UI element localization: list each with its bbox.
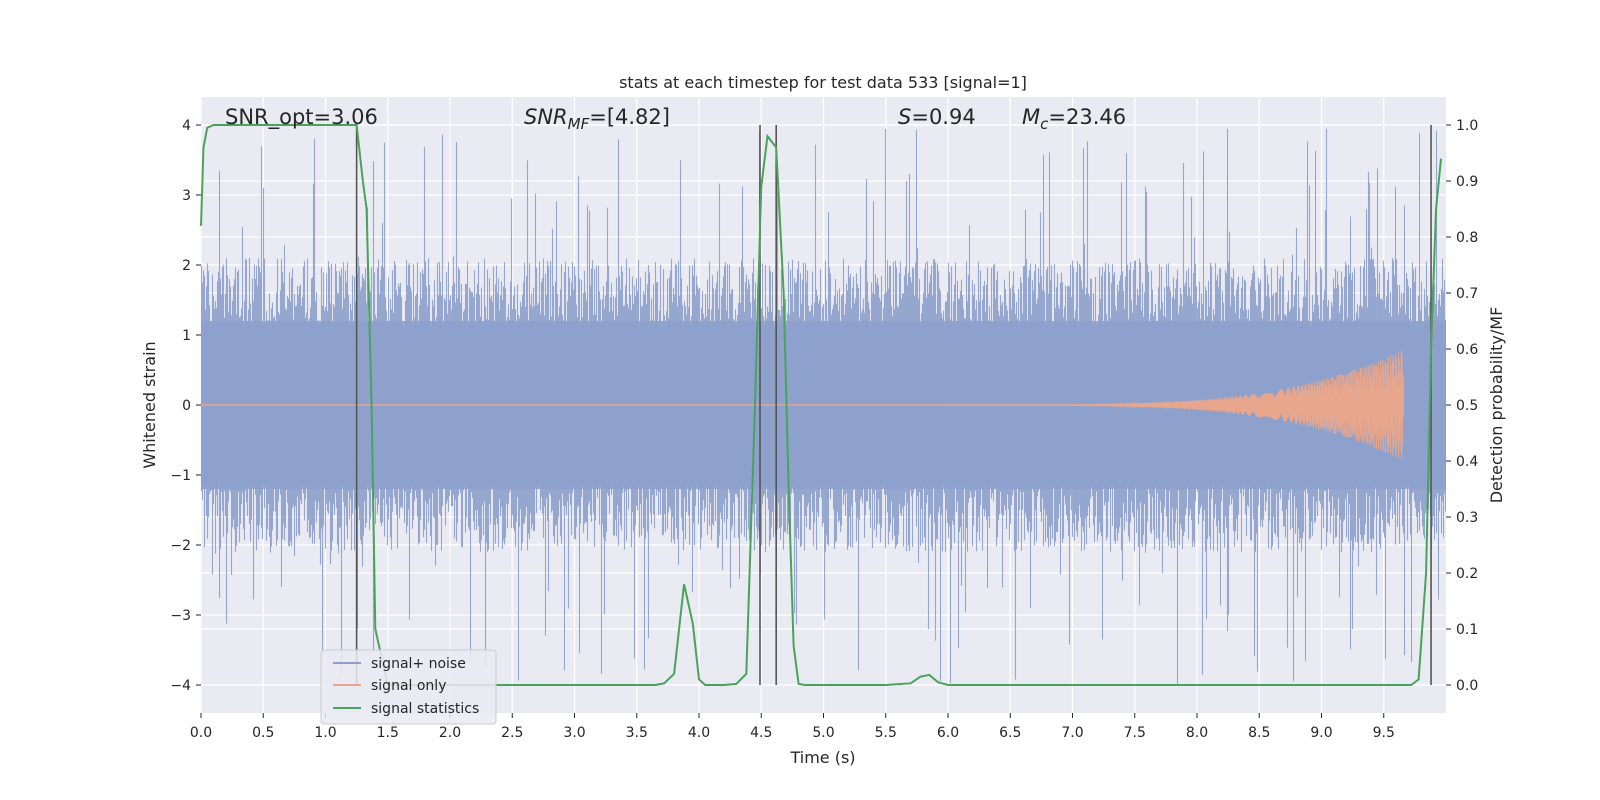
signal-statistics-series	[200, 124, 1443, 686]
y2-tick-label-9: 0.1	[1456, 622, 1478, 638]
x-axis-label: Time (s)	[789, 748, 855, 767]
x-tick-label-14: 7.0	[1061, 725, 1083, 741]
x-tick-label-1: 0.5	[252, 725, 274, 741]
y2-tick-label-8: 0.2	[1456, 566, 1478, 582]
x-tick-label-2: 1.0	[314, 725, 336, 741]
x-ticks: 0.0 0.5 1.0 1.5 2.0 2.5 3.0 3.5 4.0 4.5 5.0 5.5 6.0 6…	[190, 713, 1395, 741]
y2-tick-label-0: 1.0	[1456, 118, 1478, 134]
x-tick-label-6: 3.0	[563, 725, 585, 741]
y-axis-label: Whitened strain	[140, 341, 159, 468]
x-tick-label-10: 5.0	[812, 725, 834, 741]
y-tick-label-8: −4	[170, 678, 191, 694]
annotation-s: S=0.94	[898, 105, 976, 129]
y2-axis-label: Detection probability/MF	[1487, 307, 1506, 504]
x-tick-label-7: 3.5	[626, 725, 648, 741]
annotation-snr-mf-value: =[4.82]	[589, 105, 670, 129]
annotation-s-symbol: S	[898, 105, 911, 129]
annotation-mc-value: =23.46	[1048, 105, 1126, 129]
y2-tick-label-7: 0.3	[1456, 510, 1478, 526]
annotation-snr-mf-sub: MF	[568, 115, 590, 133]
legend-label-signal-only: signal only	[371, 678, 446, 694]
y2-tick-label-6: 0.4	[1456, 454, 1478, 470]
x-tick-label-15: 7.5	[1124, 725, 1146, 741]
y-tick-label-2: 2	[182, 258, 191, 274]
y-tick-label-1: 3	[182, 188, 191, 204]
y2-tick-label-1: 0.9	[1456, 174, 1478, 190]
y2-tick-label-5: 0.5	[1456, 398, 1478, 414]
x-tick-label-19: 9.5	[1373, 725, 1395, 741]
y-tick-label-3: 1	[182, 328, 191, 344]
annotation-s-value: =0.94	[911, 105, 975, 129]
signal-statistics-line	[200, 124, 1443, 686]
x-tick-label-0: 0.0	[190, 725, 212, 741]
legend-label-signal-statistics: signal statistics	[371, 701, 479, 717]
signal-only-line	[948, 351, 1405, 460]
x-tick-label-16: 8.0	[1186, 725, 1208, 741]
x-tick-label-5: 2.5	[501, 725, 523, 741]
y2-tick-label-2: 0.8	[1456, 230, 1478, 246]
y-tick-label-5: −1	[170, 468, 191, 484]
annotation-mc: Mc=23.46	[1022, 105, 1126, 133]
chart-title: stats at each timestep for test data 533…	[619, 73, 1027, 92]
y-ticks: 4 3 2 1 0 −1 −2 −3 −4	[170, 118, 201, 694]
y2-ticks: 1.0 0.9 0.8 0.7 0.6 0.5 0.4 0.3 0.2 0.1 0.0	[1446, 118, 1478, 694]
y2-tick-label-3: 0.7	[1456, 286, 1478, 302]
y-tick-label-6: −2	[170, 538, 191, 554]
annotation-snr-opt: SNR_opt=3.06	[225, 105, 378, 130]
x-tick-label-12: 6.0	[937, 725, 959, 741]
legend-label-signal-noise: signal+ noise	[371, 656, 466, 672]
legend-box	[320, 649, 497, 725]
y-tick-label-4: 0	[182, 398, 191, 414]
x-tick-label-9: 4.5	[750, 725, 772, 741]
annotation-snr-mf-prefix: SNR	[524, 105, 568, 129]
legend: signal+ noise signal only signal statist…	[320, 649, 497, 725]
x-tick-label-11: 5.5	[875, 725, 897, 741]
x-tick-label-17: 8.5	[1248, 725, 1270, 741]
x-tick-label-4: 2.0	[439, 725, 461, 741]
x-tick-label-8: 4.0	[688, 725, 710, 741]
x-tick-label-3: 1.5	[377, 725, 399, 741]
annotation-snr-mf: SNRMF=[4.82]	[524, 105, 670, 133]
x-tick-label-18: 9.0	[1310, 725, 1332, 741]
y2-tick-label-4: 0.6	[1456, 342, 1478, 358]
annotation-mc-sub: c	[1040, 115, 1049, 133]
vertical-markers	[355, 125, 1432, 685]
x-tick-label-13: 6.5	[999, 725, 1021, 741]
y2-tick-label-10: 0.0	[1456, 678, 1478, 694]
y-tick-label-0: 4	[182, 118, 191, 134]
signal-only-series	[201, 351, 1405, 460]
annotation-mc-symbol: M	[1022, 105, 1040, 129]
y-tick-label-7: −3	[170, 608, 191, 624]
